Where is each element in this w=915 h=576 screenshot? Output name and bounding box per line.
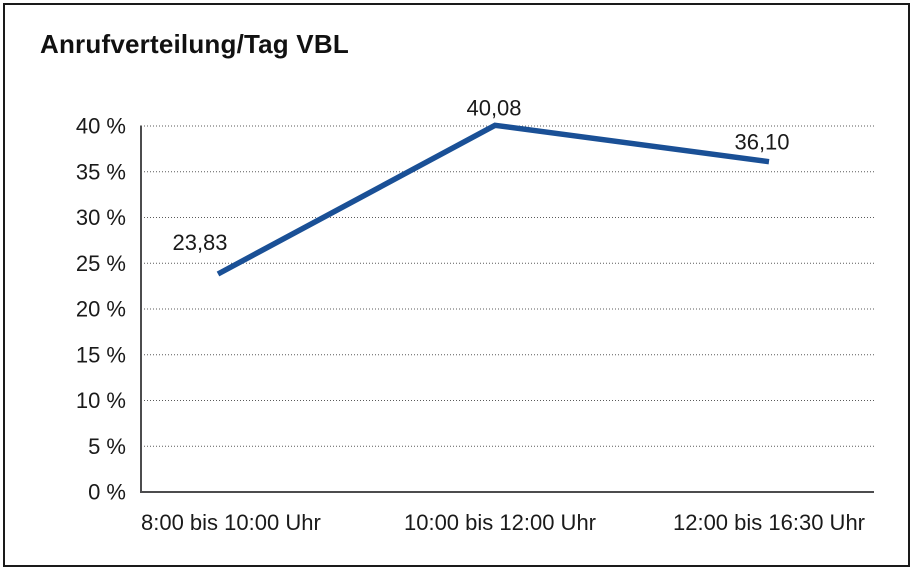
data-series-line (216, 122, 770, 277)
y-axis-tick-label: 20 % (76, 297, 126, 322)
data-point-label: 36,10 (734, 130, 789, 155)
x-axis-category-label: 8:00 bis 10:00 Uhr (141, 510, 321, 535)
y-axis-tick-label: 35 % (76, 159, 126, 184)
y-axis-tick-label: 0 % (88, 480, 126, 505)
y-axis-tick-label: 30 % (76, 205, 126, 230)
data-point-label: 23,83 (172, 230, 227, 255)
x-axis-category-label: 12:00 bis 16:30 Uhr (673, 510, 865, 535)
data-point-label: 40,08 (466, 95, 521, 120)
y-axis-tick-label: 40 % (76, 114, 126, 139)
chart-border (3, 3, 910, 567)
y-axis-tick-label: 10 % (76, 388, 126, 413)
y-axis-tick-label: 25 % (76, 251, 126, 276)
y-axis-tick-label: 5 % (88, 434, 126, 459)
y-axis-tick-label: 15 % (76, 342, 126, 367)
x-axis-category-label: 10:00 bis 12:00 Uhr (404, 510, 596, 535)
chart-title: Anrufverteilung/Tag VBL (40, 29, 349, 59)
